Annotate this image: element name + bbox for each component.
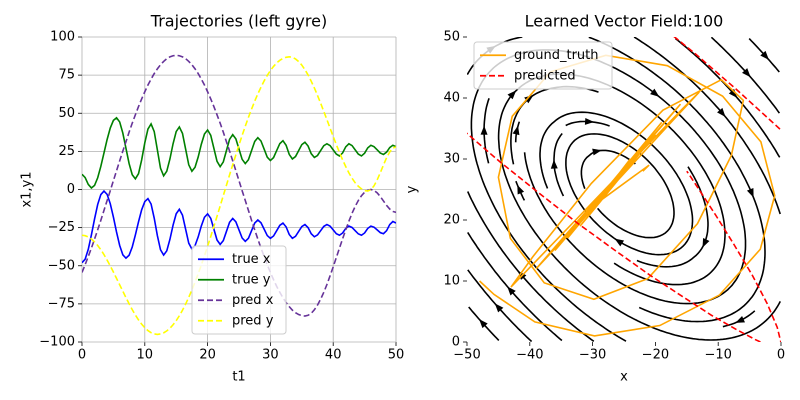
x-tick-label: 10 [137,348,154,363]
y-tick-label: 100 [50,30,75,45]
y-tick-label: 0 [67,182,75,197]
legend-label: predicted [514,68,576,83]
x-tick-label: 30 [262,348,279,363]
stream-arrow [507,90,517,100]
x-tick-label: 40 [325,348,342,363]
stream-arrow [614,238,625,247]
x-tick-label: −50 [453,348,480,363]
stream-arrow [550,159,558,169]
streamlines [467,37,781,342]
legend-label: pred x [232,293,274,308]
stream-arrow [742,68,751,78]
y-tick-label: 50 [443,30,460,45]
legend-box [473,41,613,90]
chart-title: Trajectories (left gyre) [150,12,327,31]
legend-label: true x [232,252,271,267]
legend-label: pred y [232,313,274,328]
y-tick-label: −75 [48,296,75,311]
x-tick-label: −10 [704,348,731,363]
y-tick-label: 0 [452,335,460,350]
x-axis-label: x [620,370,628,385]
y-tick-label: 10 [443,274,460,289]
series-line [82,116,396,190]
stream-arrow [517,184,525,195]
y-tick-label: 20 [443,213,460,228]
x-tick-label: 0 [78,348,86,363]
stream-arrow [760,50,769,60]
x-tick-label: −20 [642,348,669,363]
chart-title: Learned Vector Field:100 [525,12,724,31]
stream-arrow [507,286,516,296]
series-line [82,54,396,317]
stream-arrow [592,148,602,156]
stream-arrow [494,303,504,313]
stream-arrow [480,125,488,135]
stream-arrow [512,125,520,136]
streamline [467,269,533,342]
axes: 0 10 20 30 40 50 −100 −75 −50 −25 0 25 50 75 100 Trajec… [20,12,405,385]
stream-arrow [524,95,534,104]
legend-label: true y [232,272,271,287]
stream-arrow [650,88,660,97]
stream-arrow [479,319,488,329]
y-tick-label: 50 [58,106,75,121]
stream-arrow [717,107,726,118]
legend-box [191,245,287,335]
y-tick-label: 30 [443,152,460,167]
x-tick-label: −30 [579,348,606,363]
x-axis-label: t1 [232,370,245,385]
trajectory [479,54,776,337]
axes: −50 −40 −30 −20 −10 0 0 10 20 30 40 50 Learned Vecto… [405,12,786,385]
legend: ground_truth predicted [473,41,613,90]
y-tick-label: 40 [443,91,460,106]
y-tick-label: −25 [48,220,75,235]
x-tick-label: 50 [388,348,405,363]
stream-arrow [735,315,745,323]
x-tick-label: −40 [516,348,543,363]
x-tick-label: 0 [777,348,785,363]
y-tick-label: −50 [48,258,75,273]
legend: true x true y pred x pred y [191,245,287,335]
y-axis-label: x1,y1 [20,171,35,207]
y-tick-label: 25 [58,144,75,159]
stream-arrow [746,187,754,198]
trajectory-layer [467,37,781,342]
series-line [82,189,396,264]
stream-arrow [584,117,595,125]
x-tick-label: 20 [199,348,216,363]
streamline [710,37,781,114]
stream-arrow [702,237,710,248]
y-tick-label: −100 [39,335,75,350]
legend-label: ground_truth [514,48,599,63]
y-axis-label: y [405,185,420,193]
series-layer [82,54,396,336]
y-tick-label: 75 [58,68,75,83]
stream-arrow [728,88,738,98]
trajectory [467,37,781,342]
